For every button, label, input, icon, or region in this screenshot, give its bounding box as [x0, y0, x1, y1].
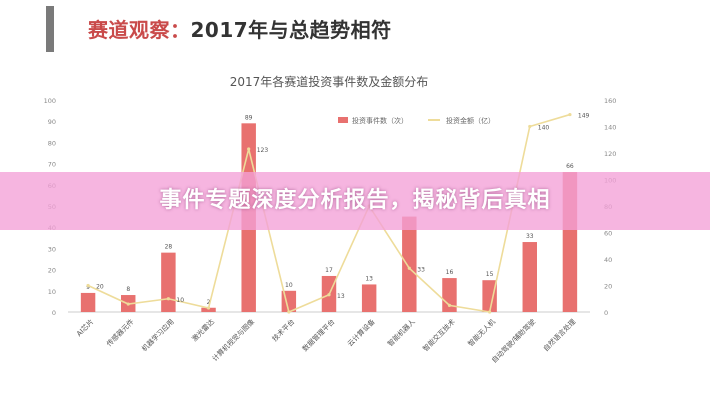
x-tick-label: 云计算设备	[345, 317, 376, 348]
line-point	[126, 302, 130, 306]
bar-data-label: 66	[566, 163, 574, 170]
bar-data-label: 8	[126, 286, 130, 293]
bar	[361, 284, 377, 312]
line-data-label: 33	[417, 266, 425, 273]
y-right-tick-label: 40	[604, 256, 612, 264]
line-point	[568, 112, 572, 117]
y-right-tick-label: 120	[604, 150, 616, 158]
y-left-tick-label: 70	[48, 161, 56, 169]
legend-label-bar: 投资事件数（次）	[352, 116, 408, 125]
x-tick-label: 传感器元件	[105, 317, 136, 348]
bar	[522, 242, 537, 312]
line-point	[247, 147, 251, 151]
x-tick-label: 智能机器人	[386, 317, 417, 348]
line-point	[287, 310, 291, 314]
bar	[442, 278, 457, 312]
x-tick-label: 自然语言处理	[541, 317, 577, 353]
y-left-tick-label: 10	[48, 288, 56, 296]
header-title-accent: 赛道观察：	[88, 18, 191, 42]
y-left-tick-label: 80	[48, 139, 56, 147]
bar-data-label: 9	[86, 284, 90, 291]
line-point	[86, 283, 90, 288]
bar	[201, 307, 216, 312]
y-left-tick-label: 100	[44, 97, 56, 105]
line-point	[166, 297, 170, 301]
overlay-banner: 事件专题深度分析报告，揭秘背后真相	[0, 172, 710, 230]
line-data-label: 10	[176, 297, 184, 304]
legend-swatch-bar	[338, 117, 348, 123]
y-right-tick-label: 0	[604, 309, 608, 317]
x-tick-label: 激光雷达	[190, 317, 216, 343]
line-data-label: 149	[578, 113, 590, 120]
bar	[161, 252, 176, 312]
y-left-tick-label: 0	[52, 309, 56, 317]
bar	[402, 216, 417, 312]
y-right-tick-label: 160	[604, 97, 616, 105]
y-left-tick-label: 20	[48, 267, 56, 275]
overlay-banner-text: 事件专题深度分析报告，揭秘背后真相	[159, 188, 551, 213]
x-tick-label: 数据管理平台	[300, 317, 336, 353]
y-left-tick-label: 30	[48, 245, 56, 253]
legend-label-line: 投资金额（亿）	[446, 116, 495, 125]
header-title-main: 2017年与总趋势相符	[190, 18, 392, 42]
bar	[482, 280, 497, 312]
line-data-label: 123	[257, 147, 269, 154]
line-point	[206, 306, 211, 310]
y-left-tick-label: 90	[48, 118, 56, 126]
bar-data-label: 28	[165, 244, 173, 251]
bar-data-label: 10	[285, 282, 293, 289]
bar	[80, 292, 96, 312]
bar-data-label: 2	[207, 299, 211, 306]
bar-data-label: 89	[245, 114, 253, 121]
bar-data-label: 15	[486, 271, 494, 278]
x-tick-label: 智能交互技术	[421, 317, 457, 353]
line-data-label: 140	[538, 125, 550, 132]
header-title: 赛道观察：2017年与总趋势相符	[88, 14, 392, 43]
line-point	[327, 293, 331, 297]
x-tick-label: 自动驾驶/辅助驾驶	[490, 317, 538, 365]
bar-data-label: 16	[446, 269, 454, 276]
line-data-label: 13	[337, 293, 345, 300]
chart-title: 2017年各赛道投资事件数及金额分布	[230, 74, 429, 89]
line-point	[447, 303, 452, 307]
header-accent-bar	[46, 6, 54, 52]
y-right-tick-label: 140	[604, 124, 616, 132]
line-data-label: 20	[96, 284, 104, 291]
bar-data-label: 33	[526, 233, 534, 240]
line-point	[488, 310, 492, 314]
bar-data-label: 13	[365, 275, 373, 282]
bar-data-label: 17	[325, 267, 333, 274]
line-point	[407, 266, 411, 270]
line-point	[528, 124, 532, 129]
x-tick-label: 机器学习应用	[140, 317, 176, 353]
x-tick-label: 智能无人机	[466, 317, 497, 348]
x-tick-label: 计算机视觉与图像	[210, 317, 256, 363]
x-tick-label: 技术平台	[270, 317, 296, 343]
y-right-tick-label: 60	[604, 230, 612, 238]
x-tick-label: AI芯片	[74, 317, 95, 338]
y-right-tick-label: 20	[604, 283, 612, 291]
header: 赛道观察：2017年与总趋势相符	[0, 0, 710, 60]
